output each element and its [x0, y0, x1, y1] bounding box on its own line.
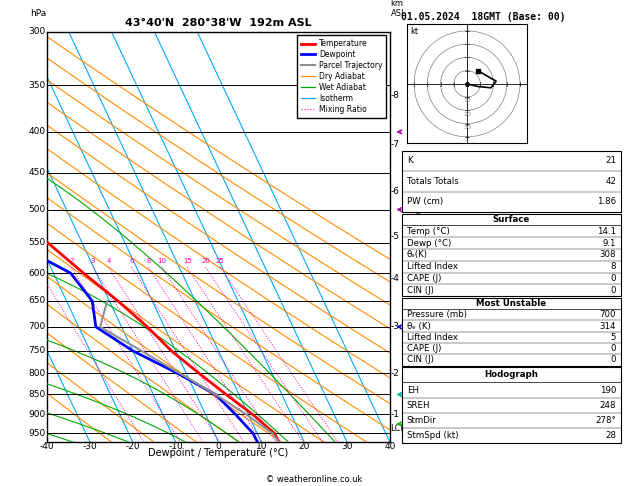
- Text: 400: 400: [29, 127, 46, 137]
- Text: 20: 20: [201, 258, 210, 264]
- Text: -6: -6: [391, 187, 399, 196]
- Text: -30: -30: [82, 442, 97, 451]
- Text: Lifted Index: Lifted Index: [406, 333, 458, 342]
- Text: hPa: hPa: [30, 9, 46, 17]
- Text: 0: 0: [611, 355, 616, 364]
- Text: 314: 314: [599, 322, 616, 330]
- Text: Totals Totals: Totals Totals: [406, 177, 459, 186]
- Text: 2: 2: [69, 258, 74, 264]
- Text: 278°: 278°: [595, 416, 616, 425]
- Text: -2: -2: [391, 369, 399, 378]
- Text: 750: 750: [29, 347, 46, 355]
- Text: 1: 1: [35, 258, 39, 264]
- Text: 21: 21: [605, 156, 616, 165]
- Text: 0: 0: [611, 286, 616, 295]
- Text: -1: -1: [391, 410, 399, 419]
- Text: 900: 900: [29, 410, 46, 419]
- Text: 500: 500: [29, 205, 46, 214]
- Text: kt: kt: [410, 27, 418, 36]
- Bar: [402, 367, 621, 443]
- Text: 8: 8: [147, 258, 151, 264]
- Text: 0: 0: [611, 274, 616, 283]
- Text: -40: -40: [40, 442, 55, 451]
- Text: StmSpd (kt): StmSpd (kt): [406, 431, 458, 440]
- Text: Dewp (°C): Dewp (°C): [406, 239, 451, 247]
- Text: 700: 700: [599, 310, 616, 319]
- Text: 4: 4: [106, 258, 111, 264]
- Text: 10: 10: [157, 258, 167, 264]
- X-axis label: Dewpoint / Temperature (°C): Dewpoint / Temperature (°C): [148, 448, 289, 458]
- Text: CAPE (J): CAPE (J): [406, 344, 441, 353]
- Text: EH: EH: [406, 385, 419, 395]
- Text: -10: -10: [169, 442, 183, 451]
- Text: Most Unstable: Most Unstable: [476, 299, 547, 308]
- Text: 800: 800: [29, 369, 46, 378]
- Text: Lifted Index: Lifted Index: [406, 262, 458, 271]
- Text: 8: 8: [611, 262, 616, 271]
- Text: LCL: LCL: [391, 424, 406, 434]
- Text: 10: 10: [255, 442, 267, 451]
- Text: 30: 30: [342, 442, 353, 451]
- Text: 30: 30: [463, 125, 471, 130]
- Text: 850: 850: [29, 390, 46, 399]
- Text: PW (cm): PW (cm): [406, 197, 443, 206]
- Text: 0: 0: [216, 442, 221, 451]
- Text: 300: 300: [29, 27, 46, 36]
- Text: 40: 40: [384, 442, 396, 451]
- Text: 550: 550: [29, 238, 46, 247]
- Text: 600: 600: [29, 269, 46, 278]
- Text: -3: -3: [391, 322, 399, 331]
- Text: -5: -5: [391, 232, 399, 241]
- Text: 15: 15: [183, 258, 192, 264]
- Text: Surface: Surface: [493, 215, 530, 224]
- Text: θₑ (K): θₑ (K): [406, 322, 430, 330]
- Text: 28: 28: [605, 431, 616, 440]
- Text: 3: 3: [91, 258, 95, 264]
- Text: Temp (°C): Temp (°C): [406, 227, 449, 236]
- Text: 248: 248: [599, 401, 616, 410]
- Text: 650: 650: [29, 296, 46, 306]
- Text: 42: 42: [605, 177, 616, 186]
- Text: -20: -20: [126, 442, 140, 451]
- Text: km
ASL: km ASL: [391, 0, 406, 17]
- Text: CIN (J): CIN (J): [406, 286, 433, 295]
- Text: 10: 10: [463, 98, 471, 104]
- Bar: [402, 298, 621, 365]
- Text: θₑ(K): θₑ(K): [406, 250, 428, 260]
- Text: 6: 6: [130, 258, 134, 264]
- Text: Pressure (mb): Pressure (mb): [406, 310, 467, 319]
- Text: CIN (J): CIN (J): [406, 355, 433, 364]
- Text: © weatheronline.co.uk: © weatheronline.co.uk: [266, 474, 363, 484]
- Legend: Temperature, Dewpoint, Parcel Trajectory, Dry Adiabat, Wet Adiabat, Isotherm, Mi: Temperature, Dewpoint, Parcel Trajectory…: [298, 35, 386, 118]
- Text: 700: 700: [29, 322, 46, 331]
- Text: 20: 20: [463, 112, 471, 117]
- Text: 1.86: 1.86: [597, 197, 616, 206]
- Text: 14.1: 14.1: [597, 227, 616, 236]
- Text: 25: 25: [216, 258, 225, 264]
- Text: 0: 0: [611, 344, 616, 353]
- Text: Hodograph: Hodograph: [484, 370, 538, 379]
- Text: Mixing Ratio (g/kg): Mixing Ratio (g/kg): [415, 197, 423, 277]
- Text: StmDir: StmDir: [406, 416, 437, 425]
- Text: 9.1: 9.1: [603, 239, 616, 247]
- Text: 350: 350: [29, 81, 46, 90]
- Text: 01.05.2024  18GMT (Base: 00): 01.05.2024 18GMT (Base: 00): [401, 12, 566, 22]
- Text: -7: -7: [391, 140, 399, 149]
- Text: 190: 190: [599, 385, 616, 395]
- Text: 5: 5: [611, 333, 616, 342]
- Text: -4: -4: [391, 275, 399, 283]
- Text: 308: 308: [599, 250, 616, 260]
- Text: 950: 950: [29, 429, 46, 438]
- Text: CAPE (J): CAPE (J): [406, 274, 441, 283]
- Title: 43°40'N  280°38'W  192m ASL: 43°40'N 280°38'W 192m ASL: [125, 18, 312, 28]
- Text: K: K: [406, 156, 412, 165]
- Text: 20: 20: [299, 442, 310, 451]
- Bar: [402, 151, 621, 212]
- Text: SREH: SREH: [406, 401, 430, 410]
- Bar: [402, 213, 621, 296]
- Text: -8: -8: [391, 90, 399, 100]
- Text: 450: 450: [29, 168, 46, 177]
